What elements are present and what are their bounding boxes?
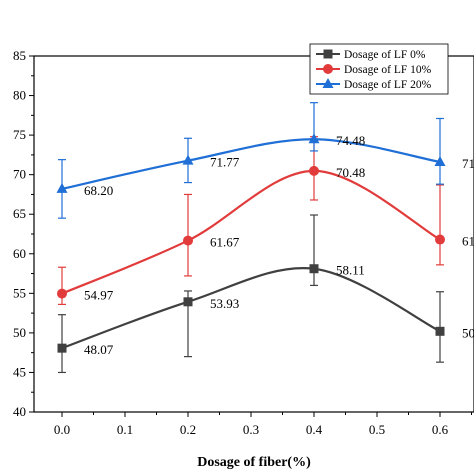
- legend-label: Dosage of LF 20%: [344, 79, 432, 91]
- x-tick-label: 0.5: [369, 422, 385, 437]
- data-point: [309, 165, 319, 176]
- y-tick-label: 85: [13, 48, 26, 63]
- data-point: [56, 182, 68, 193]
- series-layer: 48.07 53.93 58.11 50. 54.97 61.67 70.48 61. 68.2…: [56, 102, 474, 374]
- data-label: 54.97: [84, 288, 114, 303]
- x-tick-label: 0.0: [54, 422, 70, 437]
- data-point: [57, 288, 67, 299]
- y-tick-label: 80: [13, 88, 26, 103]
- y-tick-label: 55: [13, 285, 26, 300]
- data-label: 71.: [462, 156, 474, 171]
- legend-label: Dosage of LF 10%: [344, 64, 432, 76]
- x-tick-label: 0.1: [117, 422, 133, 437]
- y-tick-label: 70: [13, 167, 26, 182]
- x-axis-label: Dosage of fiber(%): [197, 455, 311, 470]
- series-line: [61, 169, 441, 295]
- series-0: 48.07 53.93 58.11 50.: [57, 214, 474, 374]
- y-tick-label: 45: [13, 364, 26, 379]
- data-point: [57, 343, 67, 353]
- series-2: 68.20 71.77 74.48 71.: [56, 102, 474, 219]
- legend-marker: [323, 49, 333, 59]
- data-label: 50.: [462, 325, 474, 340]
- y-axis: 40 45 50 55 60 65 70 75 80 85: [13, 48, 34, 419]
- plot-area: [33, 55, 474, 413]
- data-label: 74.48: [336, 133, 365, 148]
- x-tick-label: 0.2: [180, 422, 196, 437]
- plot-frame: [33, 55, 474, 413]
- data-point: [435, 234, 445, 245]
- data-label: 48.07: [84, 342, 114, 357]
- data-point: [183, 235, 193, 246]
- x-tick-label: 0.6: [432, 422, 449, 437]
- data-point: [308, 133, 320, 144]
- data-label: 61.: [462, 234, 474, 249]
- series-1: 54.97 61.67 70.48 61.: [57, 136, 474, 306]
- data-label: 68.20: [84, 183, 113, 198]
- data-label: 71.77: [210, 155, 240, 170]
- legend-items: Dosage of LF 0% Dosage of LF 10% Dosage of…: [316, 49, 432, 91]
- data-label: 53.93: [210, 296, 239, 311]
- y-tick-label: 65: [13, 206, 26, 221]
- data-label: 70.48: [336, 165, 365, 180]
- y-tick-label: 75: [13, 127, 26, 142]
- y-tick-label: 50: [13, 325, 26, 340]
- data-label: 61.67: [210, 235, 240, 250]
- legend: Dosage of LF 0% Dosage of LF 10% Dosage of…: [309, 43, 449, 95]
- y-tick-label: 60: [13, 246, 26, 261]
- data-point: [182, 154, 194, 165]
- data-point: [435, 326, 445, 336]
- x-axis: 0.0 0.1 0.2 0.3 0.4 0.5 0.6: [54, 412, 472, 437]
- legend-marker: [322, 78, 334, 88]
- data-point: [183, 297, 193, 307]
- data-point: [309, 264, 319, 274]
- series-line: [61, 138, 441, 190]
- data-point: [434, 156, 446, 167]
- x-tick-label: 0.3: [243, 422, 259, 437]
- legend-label: Dosage of LF 0%: [344, 49, 426, 61]
- x-tick-label: 0.4: [306, 422, 323, 437]
- y-tick-label: 40: [13, 404, 26, 419]
- series-line: [61, 266, 441, 350]
- legend-marker: [323, 64, 333, 74]
- data-label: 58.11: [336, 263, 365, 278]
